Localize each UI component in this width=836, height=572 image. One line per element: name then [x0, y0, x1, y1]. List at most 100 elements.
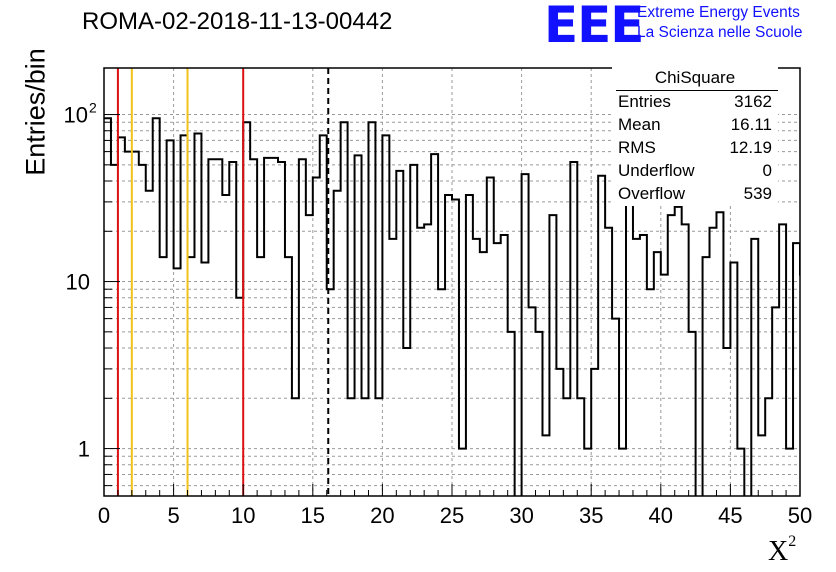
stats-value: 0: [762, 161, 772, 180]
x-tick-label: 20: [370, 503, 394, 528]
histogram-bin: [111, 165, 118, 496]
histogram-bin: [501, 235, 508, 496]
histogram-bin: [730, 263, 737, 496]
histogram-bin: [563, 398, 570, 496]
chart-title: ROMA-02-2018-11-13-00442: [82, 8, 393, 35]
histogram-bin: [668, 215, 675, 496]
histogram-bin: [355, 155, 362, 496]
y-tick-label: 10: [66, 270, 90, 295]
histogram-bin: [703, 257, 710, 496]
histogram-bin: [480, 252, 487, 496]
histogram-bin: [549, 215, 556, 496]
histogram-bin: [716, 212, 723, 496]
histogram-bin: [508, 332, 515, 496]
histogram-bin: [368, 122, 375, 496]
histogram-bin: [536, 332, 543, 496]
histogram-bin: [445, 195, 452, 496]
stats-row-underflow: Underflow 0: [618, 161, 772, 183]
stats-value: 12.19: [729, 138, 772, 157]
histogram-bin: [494, 243, 501, 496]
stats-key: RMS: [618, 138, 656, 157]
histogram-bin: [125, 152, 132, 496]
histogram-bin: [215, 159, 222, 496]
histogram-bin: [577, 398, 584, 496]
histogram-bin: [723, 348, 730, 496]
histogram-bin: [626, 191, 633, 496]
stats-row-rms: RMS 12.19: [618, 138, 772, 160]
histogram-bin: [542, 435, 549, 496]
histogram-bin: [466, 195, 473, 496]
x-tick-label: 50: [788, 503, 812, 528]
histogram-bin: [640, 235, 647, 496]
histogram-bin: [793, 243, 800, 496]
histogram-bin: [556, 369, 563, 496]
histogram-bin: [201, 263, 208, 496]
stats-row-mean: Mean 16.11: [618, 115, 772, 137]
histogram-bin: [396, 171, 403, 496]
histogram-bin: [654, 252, 661, 496]
x-axis-label: X2: [768, 532, 797, 568]
histogram-bin: [598, 176, 605, 496]
stats-value: 16.11: [730, 115, 772, 134]
axis-ticks: [103, 114, 801, 496]
histogram-bin: [438, 289, 445, 496]
histogram-bin: [208, 159, 215, 496]
histogram-bin: [188, 257, 195, 496]
histogram-bin: [341, 122, 348, 496]
histogram-bin: [174, 268, 181, 496]
histogram-bin: [389, 239, 396, 496]
x-axis-label-superscript: 2: [788, 532, 797, 550]
histogram-bin: [403, 348, 410, 496]
histogram-bin: [487, 177, 494, 496]
histogram-bin: [584, 449, 591, 496]
histogram-bin: [682, 224, 689, 496]
histogram-bin: [737, 449, 744, 496]
histogram-bin: [382, 135, 389, 496]
histogram-bin: [194, 134, 201, 496]
histogram-bin: [257, 257, 264, 496]
x-tick-label: 10: [231, 503, 255, 528]
histogram-bin: [362, 398, 369, 496]
histogram-bin: [410, 165, 417, 496]
histogram-bin: [264, 158, 271, 496]
histogram-bin: [229, 162, 236, 496]
stats-key: Underflow: [618, 161, 695, 180]
histogram-bin: [250, 159, 257, 496]
stats-row-entries: Entries 3162: [618, 92, 772, 114]
histogram-bin: [375, 398, 382, 496]
logo-tagline-1: Extreme Energy Events: [637, 4, 800, 21]
x-tick-label: 0: [98, 503, 110, 528]
stats-key: Mean: [618, 115, 661, 134]
stats-value: 3162: [734, 92, 772, 111]
histogram-bin: [452, 200, 459, 496]
x-tick-label: 45: [718, 503, 742, 528]
x-tick-label: 35: [579, 503, 603, 528]
histogram-bin: [661, 275, 668, 496]
histogram-bin: [139, 165, 146, 496]
histogram-bin: [132, 152, 139, 496]
histogram-bin: [473, 239, 480, 496]
y-tick-label-exponent: 2: [89, 100, 97, 116]
histogram-bin: [710, 228, 717, 496]
histogram-bin: [459, 449, 466, 496]
histogram-bin: [529, 307, 536, 496]
histogram-bin: [431, 154, 438, 496]
histogram-bin: [236, 298, 243, 496]
histogram-bin: [522, 174, 529, 496]
y-tick-label: 10: [64, 103, 88, 128]
histogram-bin: [313, 177, 320, 496]
histogram-bin: [786, 449, 793, 496]
x-tick-label: 5: [167, 503, 179, 528]
histogram-bin: [118, 137, 125, 496]
logo-tagline-2: La Scienza nelle Scuole: [637, 24, 803, 41]
x-tick-label: 40: [649, 503, 673, 528]
stats-title: ChiSquare: [654, 68, 736, 87]
histogram-bin: [167, 140, 174, 496]
histogram-bin: [306, 215, 313, 496]
histogram-bin: [591, 369, 598, 496]
histogram-bin: [417, 228, 424, 496]
y-tick-label: 1: [78, 437, 90, 462]
stats-divider: [616, 90, 778, 91]
histogram-bin: [751, 239, 758, 496]
histogram-bin: [181, 135, 188, 496]
